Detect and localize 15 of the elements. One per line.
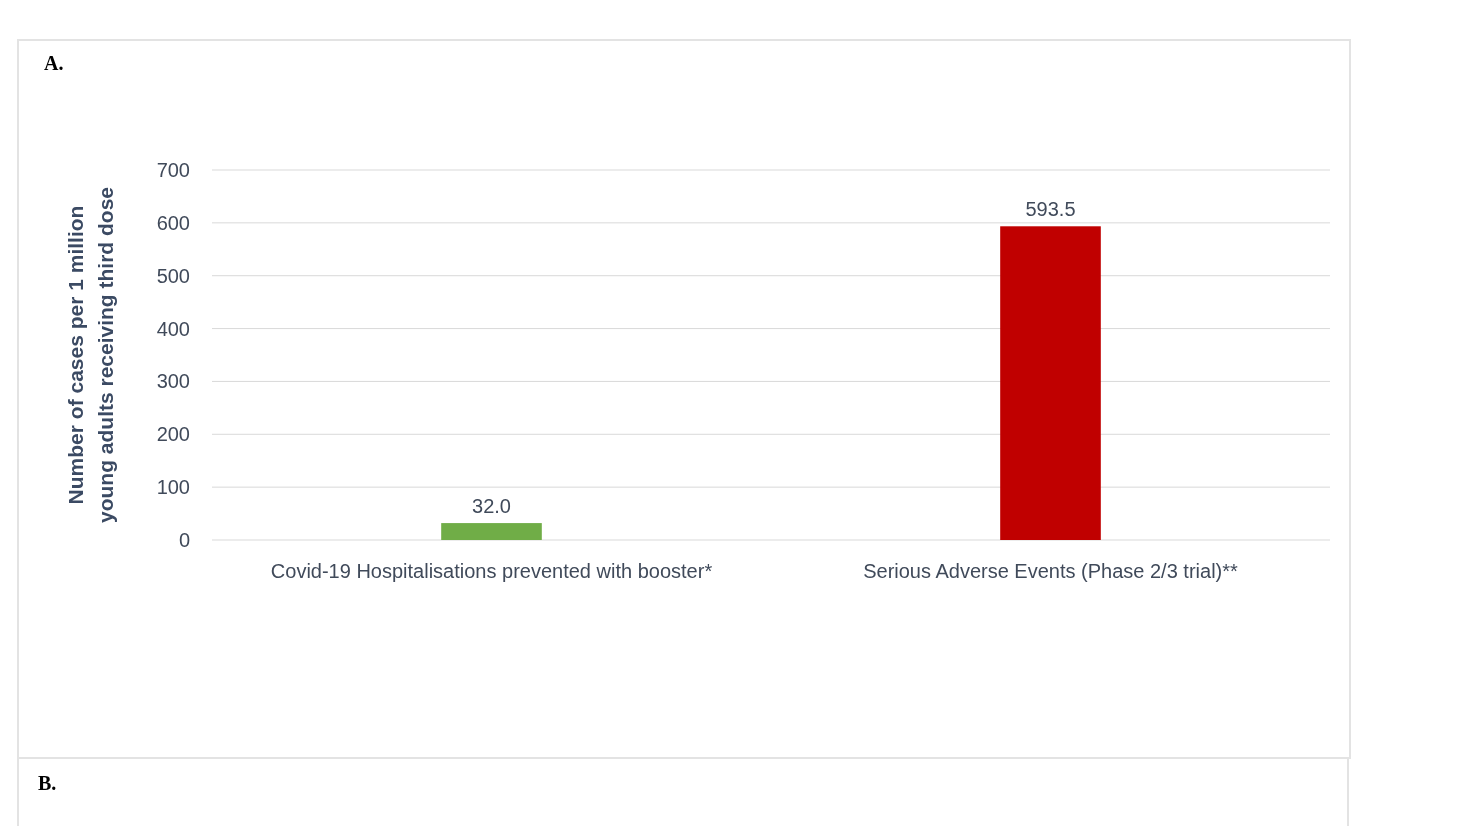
y-tick-label: 500 (156, 264, 190, 287)
data-label: 32.0 (472, 495, 511, 518)
x-tick-label: Covid-19 Hospitalisations prevented with booster* (270, 560, 713, 582)
text: A. (44, 52, 64, 74)
y-tick-label: 700 (156, 159, 190, 181)
x-tick-label: Serious Adverse Events (Phase 2/3 trial)** (863, 560, 1239, 582)
y-tick-label: 600 (156, 211, 190, 234)
y-tick-label: 0 (178, 529, 190, 551)
y-tick-label: 100 (156, 476, 190, 499)
text: B. (38, 772, 57, 794)
y-axis-title: Number of cases per 1 million young adults receiving third dose (64, 186, 117, 524)
data-label: 593.5 (1025, 198, 1076, 221)
y-tick-label: 300 (156, 370, 190, 393)
y-tick-label: 200 (156, 423, 190, 446)
y-tick-label: 400 (156, 317, 190, 340)
